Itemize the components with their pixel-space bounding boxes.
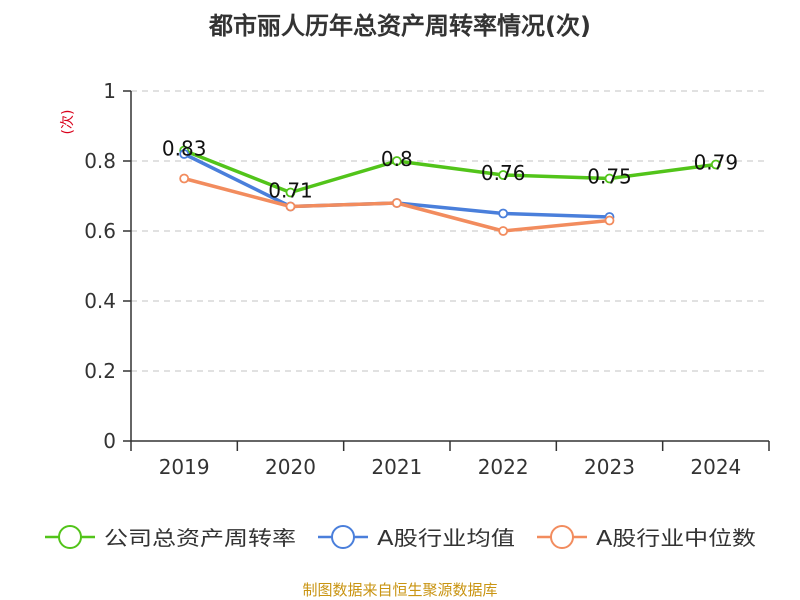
y-axis-tick-label-1: 0.2 [84,359,116,383]
x-axis-tick-label-2024: 2024 [690,455,741,479]
y-axis-tick-label-5: 1 [103,79,116,103]
legend-layer: 公司总资产周转率 A股行业均值 A股行业中位数 [45,525,756,550]
series-layer [179,145,721,236]
series-1-data-label-2024: 0.79 [694,151,739,175]
y-axis-unit-label: (次) [60,110,76,135]
series-1-line [182,148,718,195]
y-axis-tick-label-0: 0 [103,429,116,453]
x-axis-tick-label-2022: 2022 [478,455,529,479]
y-axis-tick-label-2: 0.4 [84,289,116,313]
legend-marker-3 [550,525,574,549]
chart-title: 都市丽人历年总资产周转率情况(次) [208,12,591,40]
series-2-point-2022 [498,208,509,219]
legend-item-2: A股行业均值 [318,525,515,550]
legend-item-3: A股行业中位数 [537,525,756,550]
legend-marker-2 [331,525,355,549]
series-1-data-label-2019: 0.83 [162,137,207,161]
y-axis-tick-label-4: 0.8 [84,149,116,173]
x-axis-tick-label-2019: 2019 [159,455,210,479]
series-1-point-2024 [710,159,721,170]
series-3-point-2021 [391,198,402,208]
y-axis-tick-label-3: 0.6 [84,219,116,243]
axis-layer: 0 0.2 0.4 0.6 0.8 1 2019 2020 2021 2022 2023 2024 [84,79,770,479]
x-axis-tick-label-2021: 2021 [371,455,422,479]
series-1-data-label-2022: 0.76 [481,161,526,185]
series-1-point-2023 [604,173,615,184]
x-axis-tick-label-2020: 2020 [265,455,316,479]
series-1-point-2022 [498,170,509,180]
series-1-point-2020 [285,187,296,198]
series-1-point-2021 [391,156,402,166]
legend-label-1: 公司总资产周转率 [104,526,296,550]
label-layer: 0.83 0.71 0.8 0.76 0.75 0.79 [162,137,738,203]
legend-label-3: A股行业中位数 [596,526,756,550]
legend-item-1: 公司总资产周转率 [45,525,296,550]
series-3-point-2020 [285,201,296,212]
source-text: 制图数据来自恒生聚源数据库 [302,581,497,599]
legend-marker-1 [58,525,82,549]
grid-layer [131,90,769,372]
series-1-data-label-2020: 0.71 [268,179,313,203]
series-3-point-2022 [498,226,509,236]
legend-label-2: A股行业均值 [377,526,515,550]
series-3-point-2023 [604,215,615,226]
x-axis-tick-label-2023: 2023 [584,455,635,479]
series-1-data-label-2021: 0.8 [381,147,413,171]
series-3-point-2019 [179,173,190,184]
series-1-data-label-2023: 0.75 [587,165,632,189]
series-2-point-2019 [179,149,190,159]
